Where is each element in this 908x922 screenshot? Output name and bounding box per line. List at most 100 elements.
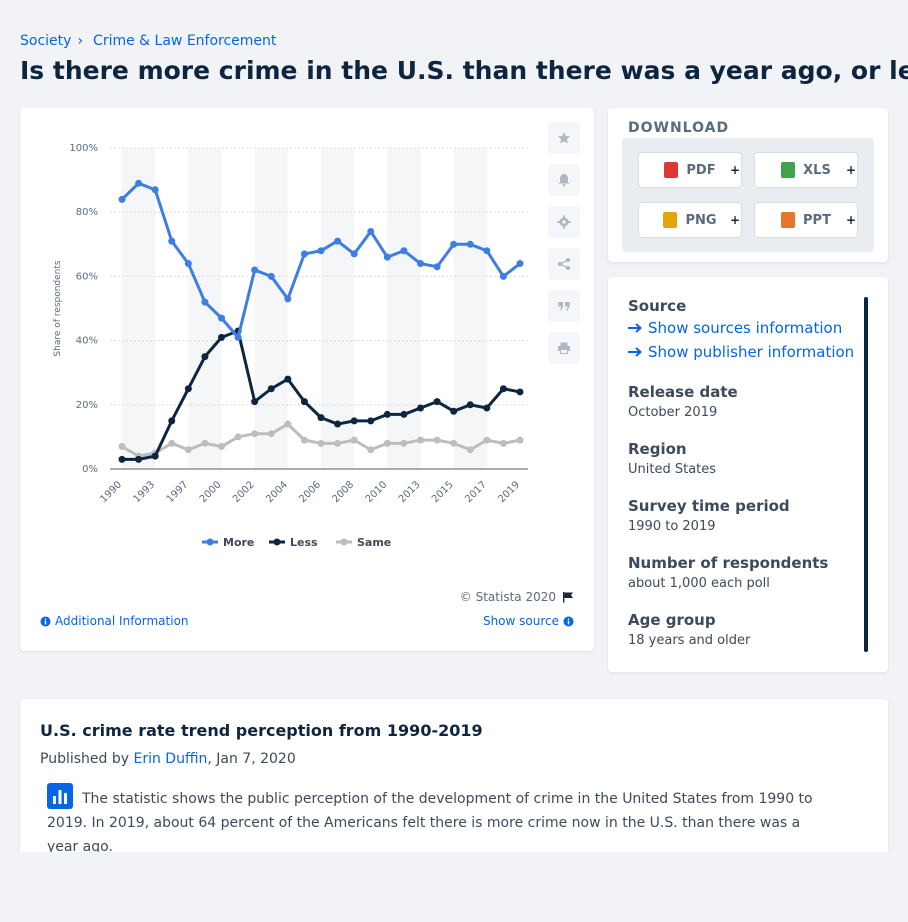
show-publisher-link[interactable]: Show publisher information xyxy=(628,343,858,361)
legend-marker-same xyxy=(340,538,348,546)
chart-toolbar xyxy=(548,122,580,364)
png-file-icon xyxy=(663,212,678,228)
download-png-plus[interactable]: + xyxy=(729,213,741,227)
legend-marker-more xyxy=(206,538,214,546)
release-date-value: October 2019 xyxy=(628,405,718,420)
download-ppt-button[interactable]: PPT xyxy=(754,202,858,238)
data-point-more xyxy=(383,253,391,261)
release-date-label: Release date xyxy=(628,383,738,401)
data-point-less xyxy=(267,385,275,393)
flag-icon[interactable] xyxy=(562,591,574,603)
y-tick-label: 80% xyxy=(76,207,98,218)
gear-icon[interactable] xyxy=(548,206,580,238)
data-point-more xyxy=(350,250,358,258)
info-scrollbar-thumb[interactable] xyxy=(864,297,868,652)
download-pdf-label: PDF xyxy=(686,162,716,178)
ppt-file-icon xyxy=(781,212,796,228)
data-point-more xyxy=(466,240,474,248)
chart-band xyxy=(453,148,487,469)
chart-band xyxy=(122,148,156,469)
breadcrumb-item-society[interactable]: Society xyxy=(20,33,72,49)
data-point-more xyxy=(251,266,259,274)
source-label: Source xyxy=(628,297,687,315)
data-point-same xyxy=(267,430,275,438)
data-point-same xyxy=(466,446,474,454)
data-point-same xyxy=(201,439,209,447)
data-point-more xyxy=(516,260,524,268)
data-point-more xyxy=(218,314,225,322)
breadcrumb-separator: › xyxy=(77,33,84,49)
page-title: Is there more crime in the U.S. than the… xyxy=(20,56,908,85)
download-xls-label: XLS xyxy=(803,162,831,178)
bell-icon[interactable] xyxy=(548,164,580,196)
data-point-same xyxy=(251,430,259,438)
x-tick-label: 2006 xyxy=(297,479,323,505)
data-point-same xyxy=(284,420,292,428)
x-tick-label: 2019 xyxy=(496,479,522,505)
data-point-same xyxy=(400,439,408,447)
quote-icon[interactable] xyxy=(548,290,580,322)
data-point-less xyxy=(400,410,408,418)
chart-band xyxy=(321,148,355,469)
show-source-label: Show source xyxy=(482,614,559,628)
download-pdf-plus[interactable]: + xyxy=(729,163,741,177)
x-tick-label: 2013 xyxy=(397,479,423,505)
data-point-same xyxy=(334,439,342,447)
download-png-label: PNG xyxy=(685,212,717,228)
chart-band xyxy=(188,148,222,469)
data-point-same xyxy=(383,439,391,447)
data-point-more xyxy=(284,295,292,303)
info-scrollbar[interactable] xyxy=(864,297,868,652)
age-group-label: Age group xyxy=(628,611,716,629)
data-point-less xyxy=(483,404,491,412)
xls-file-icon xyxy=(781,162,796,178)
download-ppt-plus[interactable]: + xyxy=(845,213,857,227)
survey-period-label: Survey time period xyxy=(628,497,790,515)
additional-info-link[interactable]: Additional Information xyxy=(40,614,189,628)
statistic-info-list: Source Show sources information Show pub… xyxy=(628,297,858,668)
show-source-link[interactable]: Show source xyxy=(483,614,574,628)
data-point-less xyxy=(433,398,441,406)
download-xls-button[interactable]: XLS xyxy=(754,152,858,188)
data-point-less xyxy=(417,404,424,412)
data-point-same xyxy=(118,443,126,451)
author-link[interactable]: Erin Duffin xyxy=(133,751,208,767)
show-sources-link[interactable]: Show sources information xyxy=(628,319,858,337)
legend-label-same: Same xyxy=(357,536,391,549)
download-xls-plus[interactable]: + xyxy=(845,163,857,177)
data-point-less xyxy=(383,410,391,418)
data-point-same xyxy=(218,443,225,451)
x-tick-label: 2000 xyxy=(198,479,224,505)
chart-card: 0% 20% 40% 60% 80% 100% Share of respondents 19… xyxy=(20,108,594,651)
download-png-button[interactable]: PNG xyxy=(638,202,742,238)
download-ppt-label: PPT xyxy=(803,212,831,228)
data-point-more xyxy=(184,260,192,268)
download-panel: PDF + XLS + PNG + PPT + xyxy=(622,138,874,252)
legend-label-less: Less xyxy=(290,536,318,549)
star-icon[interactable] xyxy=(548,122,580,154)
statistic-icon xyxy=(47,783,73,809)
statistic-info-card: Source Show sources information Show pub… xyxy=(608,277,888,672)
data-point-more xyxy=(417,260,424,268)
y-tick-label: 60% xyxy=(76,271,98,282)
download-card: DOWNLOAD PDF + XLS + PNG + PPT + xyxy=(608,108,888,262)
breadcrumb: Society › Crime & Law Enforcement xyxy=(20,33,276,49)
breadcrumb-item-crime[interactable]: Crime & Law Enforcement xyxy=(93,33,277,49)
description-text: The statistic shows the public perceptio… xyxy=(47,791,813,855)
data-point-more xyxy=(400,247,408,255)
show-sources-label: Show sources information xyxy=(648,319,843,337)
data-point-less xyxy=(350,417,358,425)
published-by: Published by Erin Duffin, Jan 7, 2020 xyxy=(40,751,296,767)
footer-band xyxy=(0,852,908,922)
data-point-less xyxy=(168,417,176,425)
print-icon[interactable] xyxy=(548,332,580,364)
data-point-less xyxy=(284,375,292,383)
region-label: Region xyxy=(628,440,687,458)
x-tick-label: 1990 xyxy=(98,479,124,505)
data-point-less xyxy=(450,407,458,415)
survey-period-value: 1990 to 2019 xyxy=(628,519,716,534)
share-icon[interactable] xyxy=(548,248,580,280)
chart-band xyxy=(387,148,421,469)
data-point-less xyxy=(317,414,325,422)
download-pdf-button[interactable]: PDF xyxy=(638,152,742,188)
